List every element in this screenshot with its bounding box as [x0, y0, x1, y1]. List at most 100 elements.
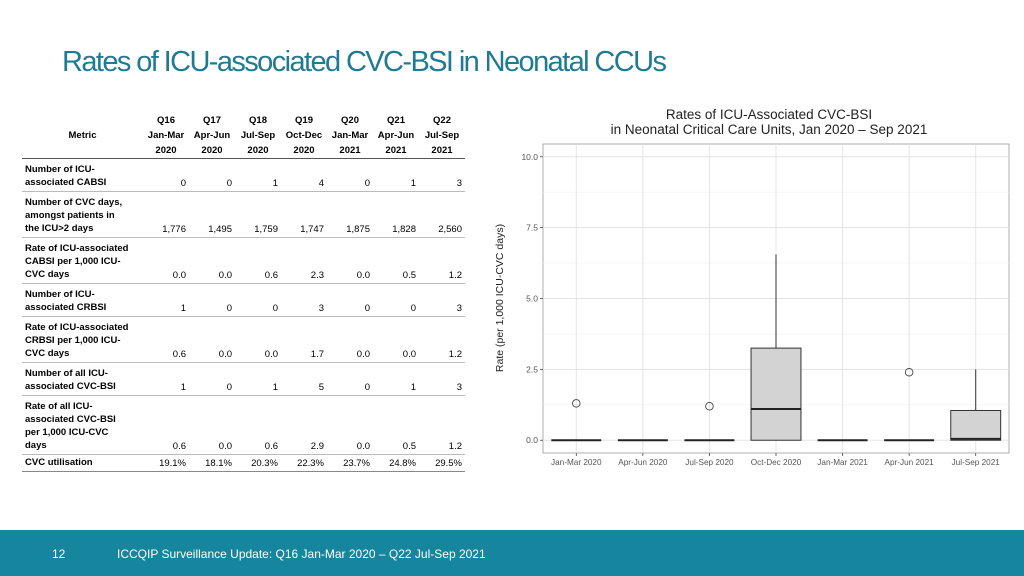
boxplot-chart: Rates of ICU-Associated CVC-BSI in Neona…: [494, 107, 1010, 467]
row-label: Number of ICU- associated CABSI: [22, 158, 143, 192]
y-tick-label: 2.5: [526, 364, 538, 374]
table-cell: 1.2: [419, 237, 465, 284]
table-cell: 1,747: [281, 191, 327, 238]
quarter-header: Q19 Oct-Dec 2020: [281, 113, 327, 159]
table-cell: 1,495: [189, 191, 235, 238]
table-cell: 0.0: [143, 237, 189, 284]
metrics-table: Metric Q16 Jan-Mar 2020 Q17 Apr-Jun 2020 Q18 Ju…: [22, 113, 465, 472]
metrics-table-container: Metric Q16 Jan-Mar 2020 Q17 Apr-Jun 2020 Q18 Ju…: [22, 113, 465, 472]
table-cell: 4: [281, 158, 327, 192]
table-cell: 1,828: [373, 191, 419, 238]
table-cell: 1: [143, 362, 189, 396]
grid: [543, 144, 1009, 453]
outlier-point: [705, 401, 714, 411]
table-cell: 24.8%: [373, 454, 419, 472]
quarter-header-year: 2020: [293, 145, 315, 156]
box: [950, 409, 1002, 441]
table-cell: 1,759: [235, 191, 281, 238]
table-cell: 0.6: [235, 395, 281, 455]
table-cell: 2.9: [281, 395, 327, 455]
row-label: Rate of ICU-associated CABSI per 1,000 I…: [22, 237, 143, 284]
table-cell: 0: [327, 362, 373, 396]
table-cell: 22.3%: [281, 454, 327, 472]
x-tick-label: Jan-Mar 2020: [551, 458, 602, 467]
row-label: Rate of ICU-associated CRBSI per 1,000 I…: [22, 316, 143, 363]
x-tick-label: Jul-Sep 2021: [952, 458, 1001, 467]
quarter-header-q: Q16: [157, 115, 175, 126]
quarter-header-q: Q21: [387, 115, 405, 126]
x-tick-label: Apr-Jun 2021: [885, 458, 935, 467]
row-label: Number of ICU- associated CRBSI: [22, 283, 143, 317]
quarter-header-period: Oct-Dec: [285, 130, 323, 141]
table-row: Number of CVC days, amongst patients in …: [22, 191, 465, 238]
table-row: Rate of all ICU- associated CVC-BSI per …: [22, 395, 465, 455]
table-row: Rate of ICU-associated CABSI per 1,000 I…: [22, 237, 465, 284]
table-body: Number of ICU- associated CABSI 0 0 1 4 0 1 3 Nu…: [22, 158, 465, 472]
table-cell: 0.0: [189, 395, 235, 455]
quarter-header-year: 2021: [339, 145, 361, 156]
table-cell: 5: [281, 362, 327, 396]
table-cell: 0: [327, 158, 373, 192]
quarter-header-period: Apr-Jun: [377, 130, 415, 141]
table-row: Number of all ICU- associated CVC-BSI 1 0 1…: [22, 362, 465, 396]
y-tick-label: 0.0: [526, 435, 538, 445]
table-header: Metric Q16 Jan-Mar 2020 Q17 Apr-Jun 2020 Q18 Ju…: [22, 113, 465, 159]
quarter-header: Q16 Jan-Mar 2020: [143, 113, 189, 159]
row-label: Number of all ICU- associated CVC-BSI: [22, 362, 143, 396]
quarter-header-year: 2020: [201, 145, 223, 156]
table-cell: 0.5: [373, 237, 419, 284]
table-cell: 0.0: [327, 237, 373, 284]
table-cell: 1: [235, 362, 281, 396]
quarter-header-period: Jan-Mar: [147, 130, 185, 141]
row-label: CVC utilisation: [22, 454, 143, 472]
table-cell: 2.3: [281, 237, 327, 284]
chart-subtitle: in Neonatal Critical Care Units, Jan 202…: [611, 122, 928, 137]
x-tick-label: Oct-Dec 2020: [751, 458, 802, 467]
quarter-header-q: Q19: [295, 115, 313, 126]
table-cell: 0: [189, 158, 235, 192]
table-cell: 19.1%: [143, 454, 189, 472]
table-cell: 0: [189, 283, 235, 317]
x-axis: Jan-Mar 2020 Apr-Jun 2020 Jul-Sep 2020 Oct-…: [551, 453, 1000, 467]
row-label: Number of CVC days, amongst patients in …: [22, 191, 143, 238]
quarter-header-q: Q22: [433, 115, 451, 126]
table-cell: 20.3%: [235, 454, 281, 472]
table-cell: 18.1%: [189, 454, 235, 472]
table-cell: 0.5: [373, 395, 419, 455]
table-header-row: Metric Q16 Jan-Mar 2020 Q17 Apr-Jun 2020 Q18 Ju…: [22, 113, 465, 159]
y-axis: 0.0 2.5 5.0 7.5 10.0: [521, 152, 543, 445]
table-cell: 0.6: [143, 395, 189, 455]
quarter-header-period: Jul-Sep: [240, 130, 276, 141]
table-cell: 1.7: [281, 316, 327, 363]
table-cell: 0.0: [327, 395, 373, 455]
x-tick-label: Jan-Mar 2021: [817, 458, 868, 467]
table-cell: 0: [143, 158, 189, 192]
outlier-point: [904, 367, 914, 377]
page-number: 12: [52, 547, 66, 561]
table-cell: 1: [235, 158, 281, 192]
quarter-header-period: Jan-Mar: [331, 130, 369, 141]
quarter-header: Q21 Apr-Jun 2021: [373, 113, 419, 159]
chart-title: Rates of ICU-Associated CVC-BSI: [666, 107, 872, 122]
slide-title: Rates of ICU-associated CVC-BSI in Neona…: [62, 46, 667, 78]
y-tick-label: 5.0: [526, 294, 538, 304]
table-cell: 0.0: [327, 316, 373, 363]
table-cell: 0: [373, 283, 419, 317]
table-cell: 0.6: [143, 316, 189, 363]
boxes: [551, 254, 1002, 442]
y-tick-label: 7.5: [526, 223, 538, 233]
table-cell: 0.6: [235, 237, 281, 284]
quarter-header-q: Q20: [341, 115, 359, 126]
table-cell: 0.0: [235, 316, 281, 363]
table-row: Number of ICU- associated CRBSI 1 0 0 3 0 0 3: [22, 283, 465, 317]
quarter-header: Q17 Apr-Jun 2020: [189, 113, 235, 159]
y-tick-label: 10.0: [521, 152, 538, 162]
quarter-header-q: Q18: [249, 115, 267, 126]
metric-header: Metric: [22, 113, 143, 159]
table-cell: 0: [327, 283, 373, 317]
y-axis-label: Rate (per 1,000 ICU-CVC days): [494, 224, 506, 372]
table-cell: 0.0: [373, 316, 419, 363]
table-cell: 3: [419, 158, 465, 192]
quarter-header-q: Q17: [203, 115, 221, 126]
table-cell: 0: [235, 283, 281, 317]
